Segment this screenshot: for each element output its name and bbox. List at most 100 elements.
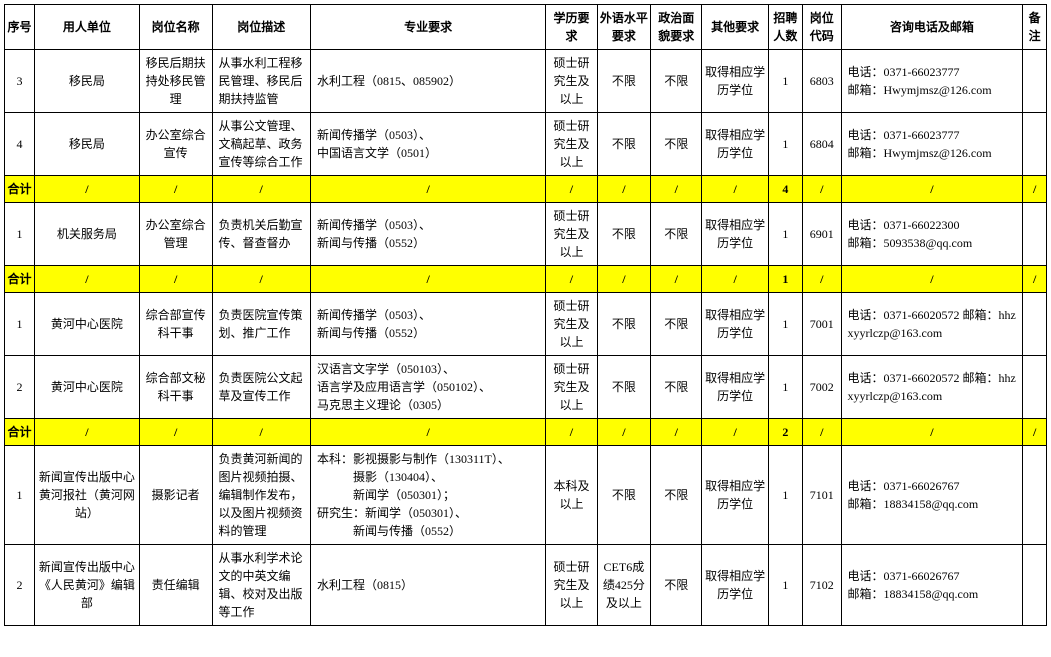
- cell-edu: 硕士研究生及以上: [546, 293, 597, 356]
- cell-major: 汉语言文字学（050103）、语言学及应用语言学（050102）、马克思主义理论…: [310, 356, 545, 419]
- cell-contact: 电话：0371-66026767邮箱：18834158@qq.com: [841, 545, 1023, 626]
- cell-pol: 不限: [651, 545, 702, 626]
- cell-lang: 不限: [597, 113, 650, 176]
- cell-other: 取得相应学历学位: [702, 446, 768, 545]
- cell-lang: 不限: [597, 203, 650, 266]
- cell-employer: 机关服务局: [34, 203, 139, 266]
- cell-seq: 1: [5, 293, 35, 356]
- cell-edu: 硕士研究生及以上: [546, 203, 597, 266]
- cell-other: 取得相应学历学位: [702, 545, 768, 626]
- cell-contact: /: [841, 419, 1023, 446]
- cell-note: [1023, 545, 1047, 626]
- cell-major: 水利工程（0815、085902）: [310, 50, 545, 113]
- cell-lang: /: [597, 266, 650, 293]
- col-header-seq: 序号: [5, 5, 35, 50]
- col-header-other: 其他要求: [702, 5, 768, 50]
- cell-lang: 不限: [597, 50, 650, 113]
- cell-major: 水利工程（0815）: [310, 545, 545, 626]
- table-header: 序号用人单位岗位名称岗位描述专业要求学历要求外语水平要求政治面貌要求其他要求招聘…: [5, 5, 1047, 50]
- cell-code: 6901: [803, 203, 842, 266]
- cell-employer: 移民局: [34, 113, 139, 176]
- cell-desc: 负责医院宣传策划、推广工作: [212, 293, 310, 356]
- subtotal-row: 合计////////2///: [5, 419, 1047, 446]
- cell-employer: /: [34, 266, 139, 293]
- cell-pol: 不限: [651, 446, 702, 545]
- cell-major: /: [310, 266, 545, 293]
- table-row: 1黄河中心医院综合部宣传科干事负责医院宣传策划、推广工作新闻传播学（0503）、…: [5, 293, 1047, 356]
- cell-seq: 合计: [5, 176, 35, 203]
- cell-desc: 负责机关后勤宣传、督查督办: [212, 203, 310, 266]
- cell-desc: /: [212, 176, 310, 203]
- cell-contact: 电话：0371-66020572 邮箱：hhzxyyrlczp@163.com: [841, 293, 1023, 356]
- cell-contact: /: [841, 176, 1023, 203]
- cell-edu: /: [546, 176, 597, 203]
- cell-count: 1: [768, 446, 802, 545]
- cell-code: 6803: [803, 50, 842, 113]
- cell-note: [1023, 113, 1047, 176]
- cell-seq: 合计: [5, 266, 35, 293]
- cell-seq: 4: [5, 113, 35, 176]
- cell-position: /: [139, 266, 212, 293]
- cell-count: 1: [768, 545, 802, 626]
- table-row: 4移民局办公室综合宣传从事公文管理、文稿起草、政务宣传等综合工作新闻传播学（05…: [5, 113, 1047, 176]
- cell-seq: 1: [5, 446, 35, 545]
- cell-employer: /: [34, 419, 139, 446]
- cell-position: 办公室综合管理: [139, 203, 212, 266]
- cell-employer: 新闻宣传出版中心黄河报社（黄河网站）: [34, 446, 139, 545]
- cell-count: 2: [768, 419, 802, 446]
- table-row: 1新闻宣传出版中心黄河报社（黄河网站）摄影记者负责黄河新闻的图片视频拍摄、编辑制…: [5, 446, 1047, 545]
- cell-pol: /: [651, 266, 702, 293]
- cell-desc: /: [212, 419, 310, 446]
- cell-edu: 硕士研究生及以上: [546, 356, 597, 419]
- cell-pol: /: [651, 176, 702, 203]
- cell-desc: 从事水利学术论文的中英文编辑、校对及出版等工作: [212, 545, 310, 626]
- col-header-pol: 政治面貌要求: [651, 5, 702, 50]
- cell-position: 办公室综合宣传: [139, 113, 212, 176]
- cell-code: 6804: [803, 113, 842, 176]
- cell-desc: 从事水利工程移民管理、移民后期扶持监管: [212, 50, 310, 113]
- cell-position: 移民后期扶持处移民管理: [139, 50, 212, 113]
- cell-employer: /: [34, 176, 139, 203]
- cell-contact: 电话：0371-66023777邮箱：Hwymjmsz@126.com: [841, 113, 1023, 176]
- cell-count: 1: [768, 113, 802, 176]
- cell-pol: 不限: [651, 50, 702, 113]
- cell-employer: 黄河中心医院: [34, 356, 139, 419]
- cell-note: [1023, 446, 1047, 545]
- cell-lang: /: [597, 419, 650, 446]
- cell-other: /: [702, 266, 768, 293]
- col-header-position: 岗位名称: [139, 5, 212, 50]
- cell-position: 责任编辑: [139, 545, 212, 626]
- cell-desc: 从事公文管理、文稿起草、政务宣传等综合工作: [212, 113, 310, 176]
- col-header-count: 招聘人数: [768, 5, 802, 50]
- cell-major: 新闻传播学（0503）、新闻与传播（0552）: [310, 203, 545, 266]
- table-row: 2新闻宣传出版中心《人民黄河》编辑部责任编辑从事水利学术论文的中英文编辑、校对及…: [5, 545, 1047, 626]
- cell-note: [1023, 50, 1047, 113]
- cell-position: 综合部宣传科干事: [139, 293, 212, 356]
- cell-count: 1: [768, 293, 802, 356]
- cell-lang: 不限: [597, 293, 650, 356]
- cell-note: /: [1023, 419, 1047, 446]
- cell-contact: 电话：0371-66020572 邮箱：hhzxyyrlczp@163.com: [841, 356, 1023, 419]
- cell-other: /: [702, 419, 768, 446]
- cell-other: 取得相应学历学位: [702, 203, 768, 266]
- col-header-lang: 外语水平要求: [597, 5, 650, 50]
- cell-pol: 不限: [651, 293, 702, 356]
- cell-major: 新闻传播学（0503）、中国语言文学（0501）: [310, 113, 545, 176]
- cell-code: 7001: [803, 293, 842, 356]
- cell-contact: /: [841, 266, 1023, 293]
- table-body: 3移民局移民后期扶持处移民管理从事水利工程移民管理、移民后期扶持监管水利工程（0…: [5, 50, 1047, 626]
- cell-count: 1: [768, 203, 802, 266]
- cell-major: /: [310, 176, 545, 203]
- cell-pol: 不限: [651, 113, 702, 176]
- cell-lang: CET6成绩425分及以上: [597, 545, 650, 626]
- recruitment-table: 序号用人单位岗位名称岗位描述专业要求学历要求外语水平要求政治面貌要求其他要求招聘…: [4, 4, 1047, 626]
- cell-lang: /: [597, 176, 650, 203]
- col-header-contact: 咨询电话及邮箱: [841, 5, 1023, 50]
- cell-pol: /: [651, 419, 702, 446]
- cell-desc: 负责医院公文起草及宣传工作: [212, 356, 310, 419]
- cell-edu: 硕士研究生及以上: [546, 545, 597, 626]
- cell-other: /: [702, 176, 768, 203]
- cell-note: /: [1023, 266, 1047, 293]
- cell-count: 1: [768, 50, 802, 113]
- cell-desc: /: [212, 266, 310, 293]
